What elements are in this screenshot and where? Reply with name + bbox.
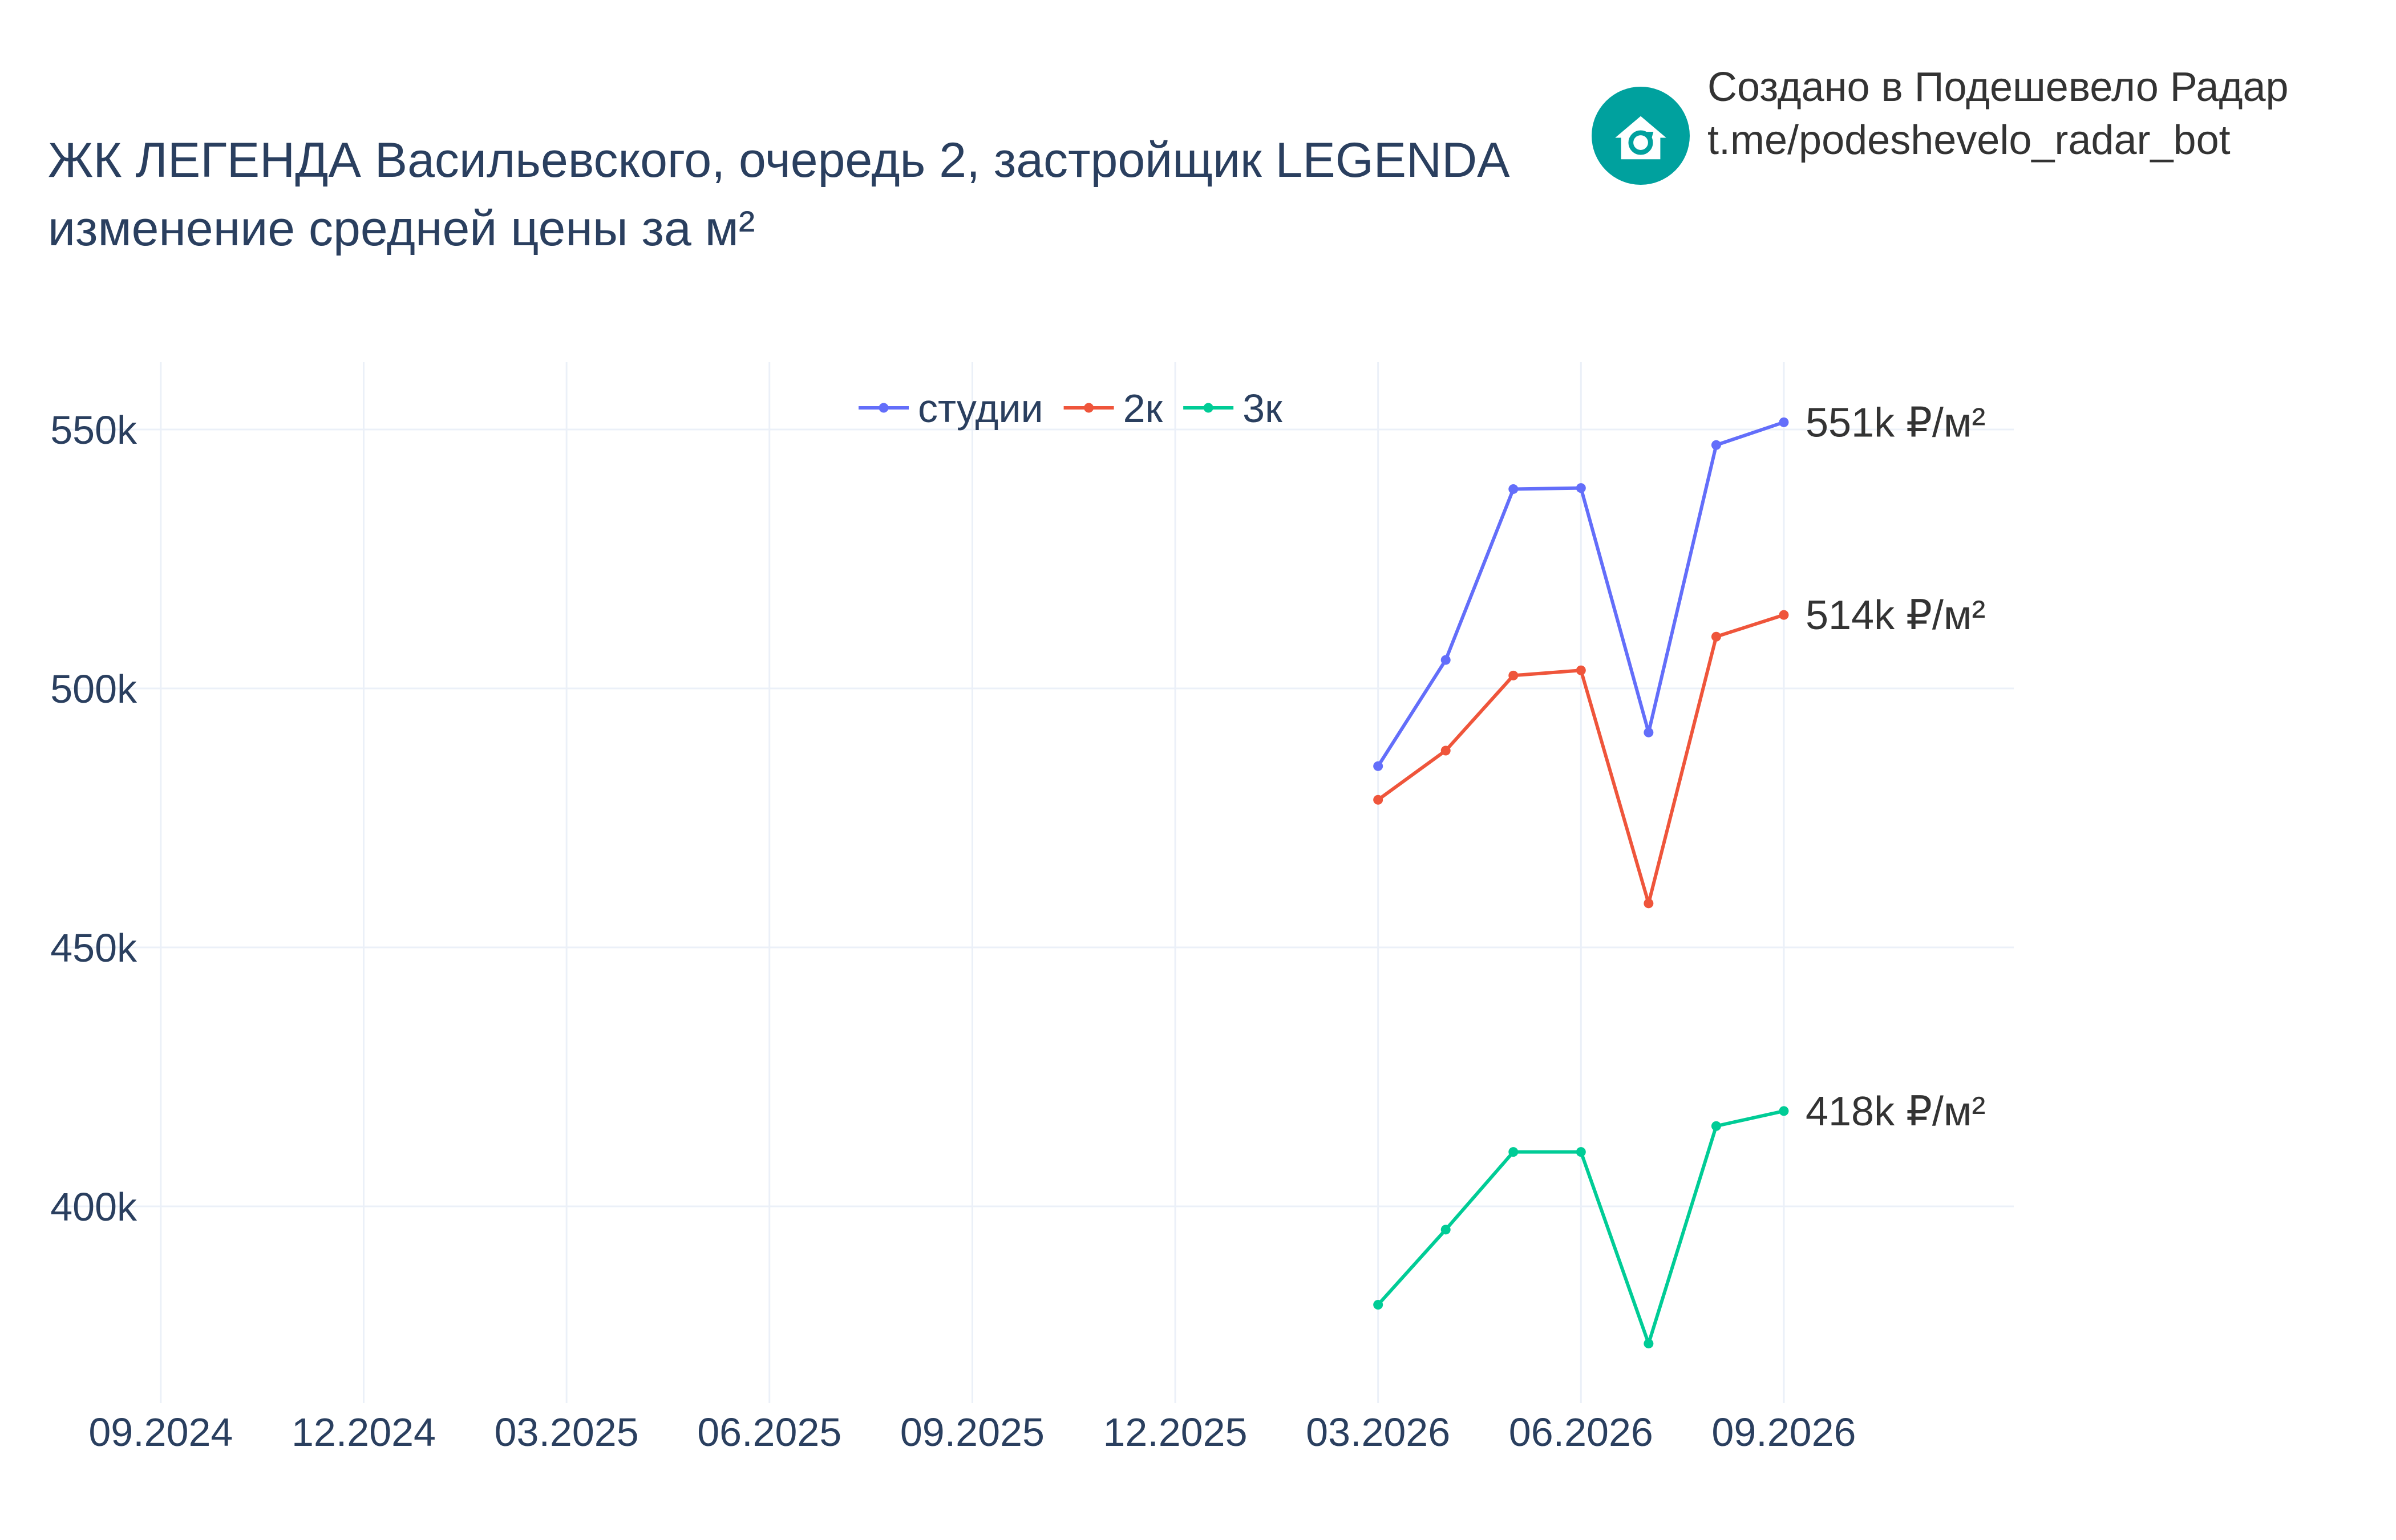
series-end-label: 418k ₽/м² xyxy=(1806,1089,1985,1134)
data-point[interactable] xyxy=(1644,1339,1654,1349)
x-tick-label: 03.2025 xyxy=(495,1410,639,1454)
legend-swatch-marker xyxy=(1084,403,1094,413)
data-point[interactable] xyxy=(1779,417,1789,427)
series-end-label: 551k ₽/м² xyxy=(1806,400,1985,445)
x-tick-label: 09.2026 xyxy=(1711,1410,1856,1454)
series-layer xyxy=(1373,417,1789,1349)
data-point[interactable] xyxy=(1644,898,1654,909)
data-point[interactable] xyxy=(1440,745,1451,756)
end-labels: 551k ₽/м² 514k ₽/м² 418k ₽/м² xyxy=(1806,400,1985,1134)
data-point[interactable] xyxy=(1779,610,1789,620)
series-end-label: 514k ₽/м² xyxy=(1806,593,1985,638)
data-point[interactable] xyxy=(1711,631,1721,642)
legend-item[interactable]: студии xyxy=(859,386,1043,431)
chart-title: ЖК ЛЕГЕНДА Васильевского, очередь 2, зас… xyxy=(48,133,1510,188)
data-point[interactable] xyxy=(1711,440,1721,450)
legend-label: студии xyxy=(918,386,1043,431)
x-tick-label: 03.2026 xyxy=(1306,1410,1450,1454)
data-point[interactable] xyxy=(1508,670,1519,680)
x-tick-label: 09.2025 xyxy=(900,1410,1045,1454)
x-axis-ticks: 09.2024 12.2024 03.2025 06.2025 09.2025 12.20… xyxy=(88,1410,1856,1454)
legend-label: 3к xyxy=(1242,386,1282,431)
x-tick-label: 12.2025 xyxy=(1103,1410,1248,1454)
data-point[interactable] xyxy=(1576,665,1586,675)
data-point[interactable] xyxy=(1576,483,1586,493)
x-tick-label: 12.2024 xyxy=(292,1410,436,1454)
credit-text: Создано в Подешевело Радар xyxy=(1707,64,2289,110)
legend-swatch-marker xyxy=(1203,403,1213,413)
y-axis-ticks: 400k 450k 500k 550k xyxy=(50,408,137,1229)
legend-label: 2к xyxy=(1123,386,1163,431)
chart-subtitle: изменение средней цены за м² xyxy=(48,201,755,256)
data-point[interactable] xyxy=(1373,761,1383,771)
x-tick-label: 06.2025 xyxy=(697,1410,841,1454)
y-gridlines xyxy=(60,428,2014,1207)
data-point[interactable] xyxy=(1440,1225,1451,1235)
data-point[interactable] xyxy=(1508,1147,1519,1157)
y-tick-label: 450k xyxy=(50,926,137,970)
data-point[interactable] xyxy=(1576,1147,1586,1157)
legend[interactable]: студии 2к 3к xyxy=(859,386,1282,431)
data-point[interactable] xyxy=(1440,655,1451,665)
data-point[interactable] xyxy=(1779,1106,1789,1116)
y-tick-label: 400k xyxy=(50,1185,137,1229)
x-tick-label: 09.2024 xyxy=(88,1410,233,1454)
legend-swatch-marker xyxy=(879,403,889,413)
y-tick-label: 550k xyxy=(50,408,137,452)
data-point[interactable] xyxy=(1508,484,1519,494)
x-gridlines xyxy=(160,362,1785,1403)
data-point[interactable] xyxy=(1711,1121,1721,1131)
data-point[interactable] xyxy=(1373,1299,1383,1310)
legend-item[interactable]: 3к xyxy=(1183,386,1282,431)
legend-item[interactable]: 2к xyxy=(1063,386,1163,431)
x-tick-label: 06.2026 xyxy=(1509,1410,1653,1454)
y-tick-label: 500k xyxy=(50,667,137,711)
house-refresh-icon xyxy=(1592,87,1690,185)
data-point[interactable] xyxy=(1644,727,1654,737)
data-point[interactable] xyxy=(1373,795,1383,805)
credit-link[interactable]: t.me/podeshevelo_radar_bot xyxy=(1707,117,2231,163)
